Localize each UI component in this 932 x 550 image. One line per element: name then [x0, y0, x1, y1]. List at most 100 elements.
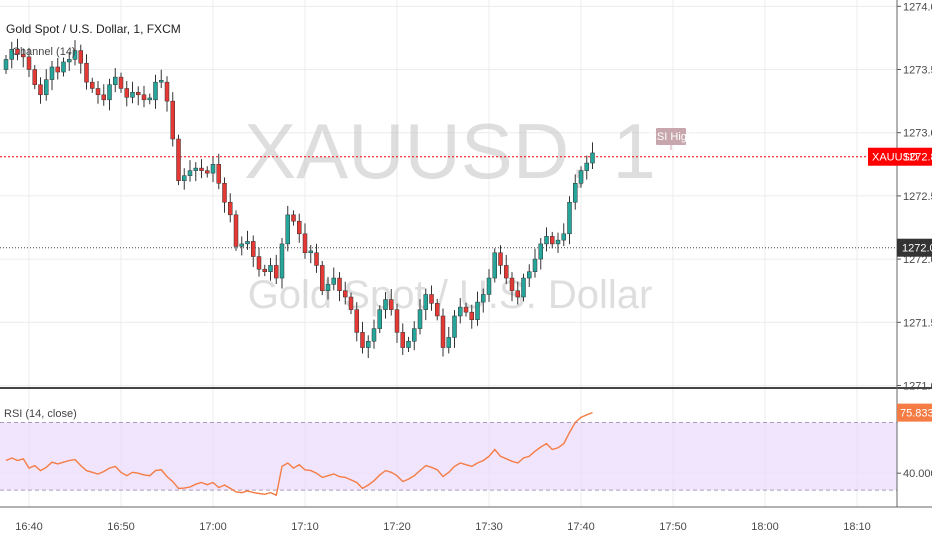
- candle[interactable]: [187, 160, 193, 182]
- candle[interactable]: [343, 281, 348, 305]
- candle[interactable]: [9, 41, 14, 69]
- candle[interactable]: [291, 210, 296, 226]
- candle[interactable]: [590, 142, 595, 169]
- candle[interactable]: [153, 74, 158, 109]
- candle[interactable]: [67, 51, 72, 71]
- candle[interactable]: [49, 61, 55, 91]
- candle[interactable]: [320, 260, 325, 296]
- candle[interactable]: [297, 213, 302, 243]
- candle[interactable]: [15, 38, 20, 61]
- candle[interactable]: [555, 232, 561, 253]
- rsi-series[interactable]: [5, 411, 593, 497]
- candle[interactable]: [159, 69, 164, 89]
- candle[interactable]: [452, 310, 457, 348]
- candle[interactable]: [141, 85, 147, 108]
- candle[interactable]: [90, 77, 95, 93]
- candle[interactable]: [406, 336, 411, 352]
- candle[interactable]: [118, 72, 124, 93]
- rsi-indicator-label[interactable]: RSI (14, close): [4, 408, 77, 420]
- candle[interactable]: [101, 84, 106, 106]
- candle[interactable]: [107, 78, 112, 111]
- candle[interactable]: [567, 196, 572, 245]
- candle[interactable]: [446, 326, 451, 354]
- candle[interactable]: [423, 288, 428, 321]
- candle[interactable]: [486, 269, 492, 302]
- candle[interactable]: [308, 244, 313, 264]
- candle[interactable]: [61, 57, 66, 77]
- candle[interactable]: [256, 247, 262, 277]
- candle[interactable]: [285, 205, 290, 252]
- candle[interactable]: [584, 155, 589, 180]
- candle[interactable]: [32, 65, 37, 90]
- candle[interactable]: [348, 292, 354, 315]
- candle[interactable]: [124, 81, 129, 107]
- candle[interactable]: [222, 177, 227, 213]
- annotation[interactable]: RSI High: [649, 128, 693, 150]
- candle[interactable]: [268, 257, 273, 281]
- candle[interactable]: [354, 302, 359, 342]
- candle[interactable]: [527, 264, 532, 288]
- candle[interactable]: [84, 54, 89, 90]
- candle[interactable]: [458, 298, 463, 324]
- candle[interactable]: [440, 308, 446, 357]
- candle[interactable]: [481, 288, 486, 313]
- candle[interactable]: [417, 299, 423, 335]
- candle[interactable]: [251, 235, 256, 268]
- candle[interactable]: [164, 76, 170, 112]
- candle[interactable]: [360, 321, 365, 354]
- rsi-high-marker[interactable]: [656, 128, 686, 145]
- candle[interactable]: [95, 81, 101, 104]
- candle[interactable]: [193, 162, 198, 182]
- candle[interactable]: [78, 44, 83, 74]
- candle[interactable]: [394, 303, 400, 343]
- candle[interactable]: [113, 68, 118, 93]
- candlestick-series[interactable]: [3, 38, 595, 359]
- candle[interactable]: [544, 227, 549, 252]
- candle[interactable]: [314, 243, 319, 273]
- candle[interactable]: [199, 159, 204, 179]
- indicator-label[interactable]: Channel (14): [12, 46, 76, 58]
- candle[interactable]: [538, 237, 543, 270]
- candle[interactable]: [504, 254, 509, 284]
- candle[interactable]: [302, 223, 308, 259]
- candle[interactable]: [239, 236, 244, 256]
- candle[interactable]: [176, 134, 181, 186]
- rsi-line[interactable]: [5, 411, 593, 497]
- candle[interactable]: [325, 276, 331, 300]
- candle[interactable]: [55, 58, 60, 80]
- candle[interactable]: [205, 166, 210, 178]
- candle[interactable]: [498, 245, 503, 275]
- candle[interactable]: [274, 254, 279, 284]
- candle[interactable]: [371, 319, 377, 349]
- candle[interactable]: [26, 47, 32, 77]
- candle[interactable]: [3, 54, 9, 74]
- candle[interactable]: [475, 291, 480, 326]
- candle[interactable]: [331, 267, 336, 291]
- candle[interactable]: [509, 272, 515, 302]
- candle[interactable]: [550, 231, 555, 249]
- candle[interactable]: [521, 273, 526, 302]
- candle[interactable]: [182, 168, 187, 190]
- candle[interactable]: [573, 174, 578, 210]
- candle[interactable]: [44, 69, 49, 101]
- candle[interactable]: [170, 92, 175, 147]
- candle[interactable]: [377, 305, 382, 334]
- candle[interactable]: [228, 193, 233, 223]
- candle[interactable]: [233, 210, 239, 251]
- candle[interactable]: [492, 248, 497, 283]
- candle[interactable]: [216, 153, 221, 190]
- candle[interactable]: [245, 230, 250, 250]
- candle[interactable]: [463, 302, 469, 317]
- candle[interactable]: [210, 156, 216, 183]
- candle[interactable]: [38, 77, 43, 104]
- candle[interactable]: [262, 264, 267, 277]
- candle[interactable]: [515, 281, 520, 305]
- candle[interactable]: [400, 323, 405, 356]
- candle[interactable]: [72, 40, 78, 66]
- candle[interactable]: [130, 81, 135, 104]
- candle[interactable]: [147, 93, 152, 105]
- candle[interactable]: [389, 289, 394, 316]
- candle[interactable]: [435, 298, 440, 321]
